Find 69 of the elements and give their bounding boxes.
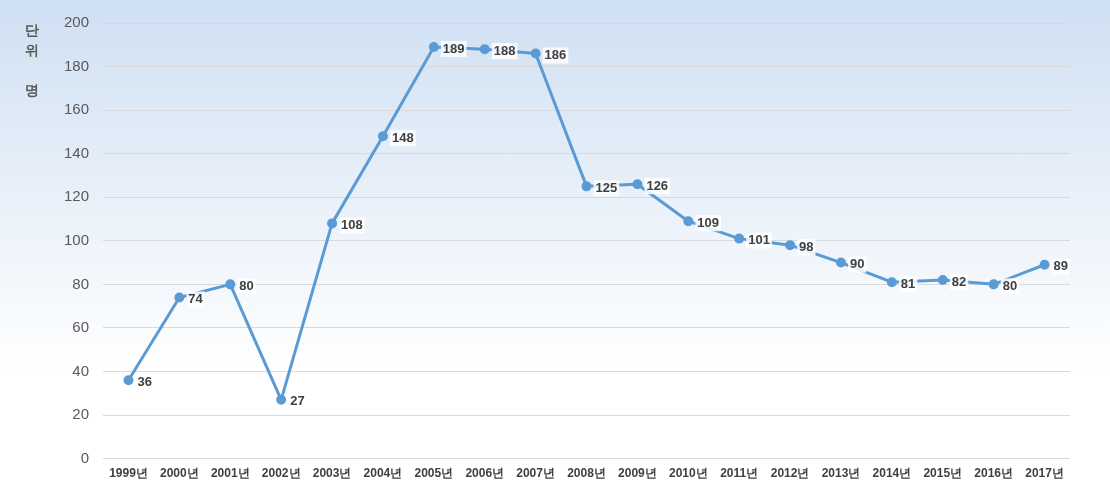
point (327, 218, 338, 229)
point (581, 181, 592, 192)
y-tick-label: 60 (72, 318, 90, 336)
data-label: 188 (493, 42, 516, 58)
point (377, 131, 388, 142)
x-tick-label: 2015년 (923, 466, 963, 481)
x-tick-label: 2008년 (567, 466, 606, 481)
data-label: 109 (697, 214, 719, 230)
point (123, 375, 134, 386)
data-label: 148 (391, 129, 414, 145)
y-tick-label: 0 (80, 448, 90, 466)
data-label: 189 (442, 40, 465, 56)
x-tick-label: 2013년 (821, 466, 861, 481)
point (785, 240, 796, 251)
y-tick-label: 100 (64, 230, 90, 248)
y-tick-label: 140 (64, 143, 90, 161)
point (1039, 259, 1050, 270)
point (276, 394, 287, 405)
point (734, 233, 745, 244)
x-tick-label: 2000년 (160, 466, 199, 481)
data-label: 186 (544, 47, 567, 63)
point (428, 41, 439, 52)
data-label: 82 (951, 273, 967, 289)
y-tick-label: 40 (72, 361, 90, 379)
x-tick-label: 2014년 (872, 466, 912, 481)
x-tick-label: 2003년 (312, 466, 352, 481)
x-tick-label: 2010년 (668, 466, 708, 481)
x-tick-label: 1999년 (109, 466, 148, 481)
data-label: 80 (239, 277, 254, 293)
x-tick-label: 2012년 (770, 466, 810, 481)
x-tick-label: 2004년 (363, 466, 403, 481)
data-label: 74 (188, 291, 204, 307)
data-label: 89 (1053, 258, 1069, 274)
point (225, 279, 236, 290)
x-tick-label: 2011년 (720, 466, 759, 481)
y-tick-label: 180 (64, 56, 90, 74)
data-label: 27 (290, 393, 305, 409)
y-tick-label: 20 (72, 405, 90, 423)
x-tick-label: 2006년 (465, 466, 505, 481)
x-tick-label: 2005년 (414, 466, 454, 481)
data-label: 98 (799, 238, 814, 254)
x-tick-label: 2001년 (210, 466, 250, 481)
text: 단위 명 (25, 21, 39, 98)
point (988, 279, 999, 290)
point (632, 179, 643, 190)
x-tick-label: 2002년 (261, 466, 301, 481)
x-tick-label: 2016년 (974, 466, 1014, 481)
x-tick-label: 2007년 (516, 466, 555, 481)
data-label: 101 (748, 232, 770, 248)
point (683, 216, 694, 227)
point (835, 257, 846, 268)
data-label: 108 (341, 216, 363, 232)
y-tick-label: 200 (64, 13, 90, 31)
x-tick-label: 2009년 (618, 466, 657, 481)
data-label: 126 (646, 177, 669, 193)
point (479, 44, 490, 55)
y-tick-label: 160 (64, 100, 90, 118)
data-label: 90 (849, 256, 865, 272)
point (174, 292, 185, 303)
data-label: 36 (137, 373, 152, 389)
y-tick-label: 80 (72, 274, 90, 292)
point (937, 275, 948, 285)
point (886, 277, 897, 288)
point (530, 48, 541, 59)
data-label: 81 (900, 275, 916, 291)
x-tick-label: 2017년 (1025, 466, 1064, 481)
y-tick-label: 120 (64, 187, 90, 205)
data-label: 80 (1002, 277, 1018, 293)
data-label: 125 (595, 179, 618, 195)
